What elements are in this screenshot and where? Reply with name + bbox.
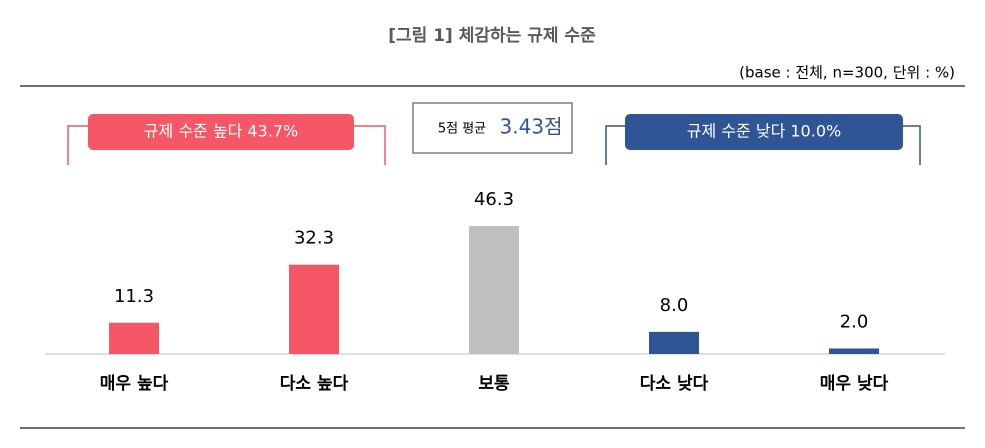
- mean-value: 3.43점: [500, 115, 563, 139]
- x-tick-label: 다소 낮다: [640, 374, 709, 394]
- mean-box: [412, 102, 573, 154]
- x-tick-label: 다소 높다: [280, 374, 349, 394]
- bar: [469, 226, 519, 354]
- value-label: 46.3: [474, 189, 514, 210]
- value-label: 2.0: [840, 311, 869, 332]
- high-box: [88, 114, 354, 150]
- bar: [289, 264, 339, 354]
- low-label: 규제 수준 낮다 10.0%: [687, 122, 841, 141]
- chart-title: [그림 1] 체감하는 규제 수준: [388, 26, 596, 46]
- x-tick-label: 보통: [478, 374, 510, 394]
- x-tick-label: 매우 높다: [100, 374, 169, 394]
- bar: [829, 348, 879, 354]
- mean-label: 5점 평균: [438, 122, 486, 137]
- value-label: 8.0: [660, 295, 689, 316]
- high-label: 규제 수준 높다 43.7%: [144, 122, 298, 141]
- bar: [109, 322, 159, 354]
- low-box: [625, 114, 903, 150]
- value-label: 32.3: [294, 228, 334, 249]
- x-tick-label: 매우 낮다: [820, 374, 889, 394]
- chart-subtitle: (base : 전체, n=300, 단위 : %): [739, 64, 955, 82]
- value-label: 11.3: [114, 286, 154, 307]
- bar: [649, 331, 699, 354]
